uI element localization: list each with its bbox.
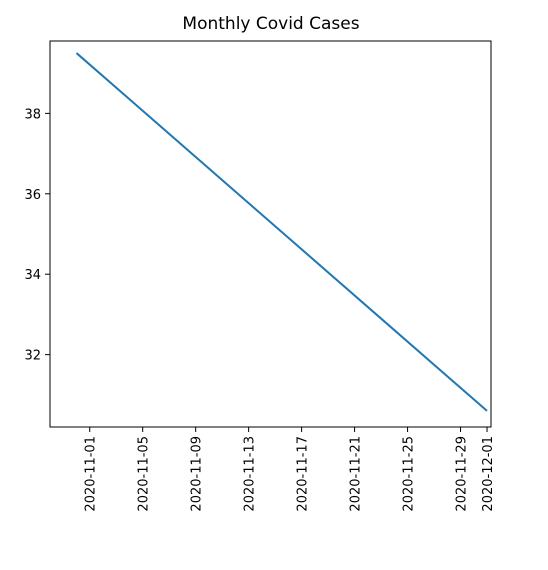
x-tick-label: 2020-12-01 (481, 436, 496, 512)
plot-area (75, 52, 488, 412)
y-tick-label: 36 (24, 188, 41, 203)
x-tick-label: 2020-11-21 (349, 436, 364, 512)
x-tick-label: 2020-11-29 (455, 436, 470, 512)
x-tick-label: 2020-11-25 (402, 436, 417, 512)
x-tick-label: 2020-11-09 (190, 436, 205, 512)
plot-frame (49, 40, 492, 428)
y-tick-label: 32 (24, 349, 41, 364)
y-tick-label: 38 (24, 107, 41, 122)
x-tick-label: 2020-11-01 (84, 436, 99, 512)
x-axis: 2020-11-01 2020-11-05 2020-11-09 2020-11-13… (84, 427, 496, 512)
series-line-0 (75, 52, 488, 412)
chart-title: Monthly Covid Cases (182, 14, 359, 34)
y-tick-label: 34 (24, 268, 41, 283)
x-tick-label: 2020-11-17 (296, 436, 311, 512)
x-tick-label: 2020-11-13 (243, 436, 258, 512)
x-tick-label: 2020-11-05 (137, 436, 152, 512)
y-axis: 32 34 36 38 (24, 107, 50, 364)
